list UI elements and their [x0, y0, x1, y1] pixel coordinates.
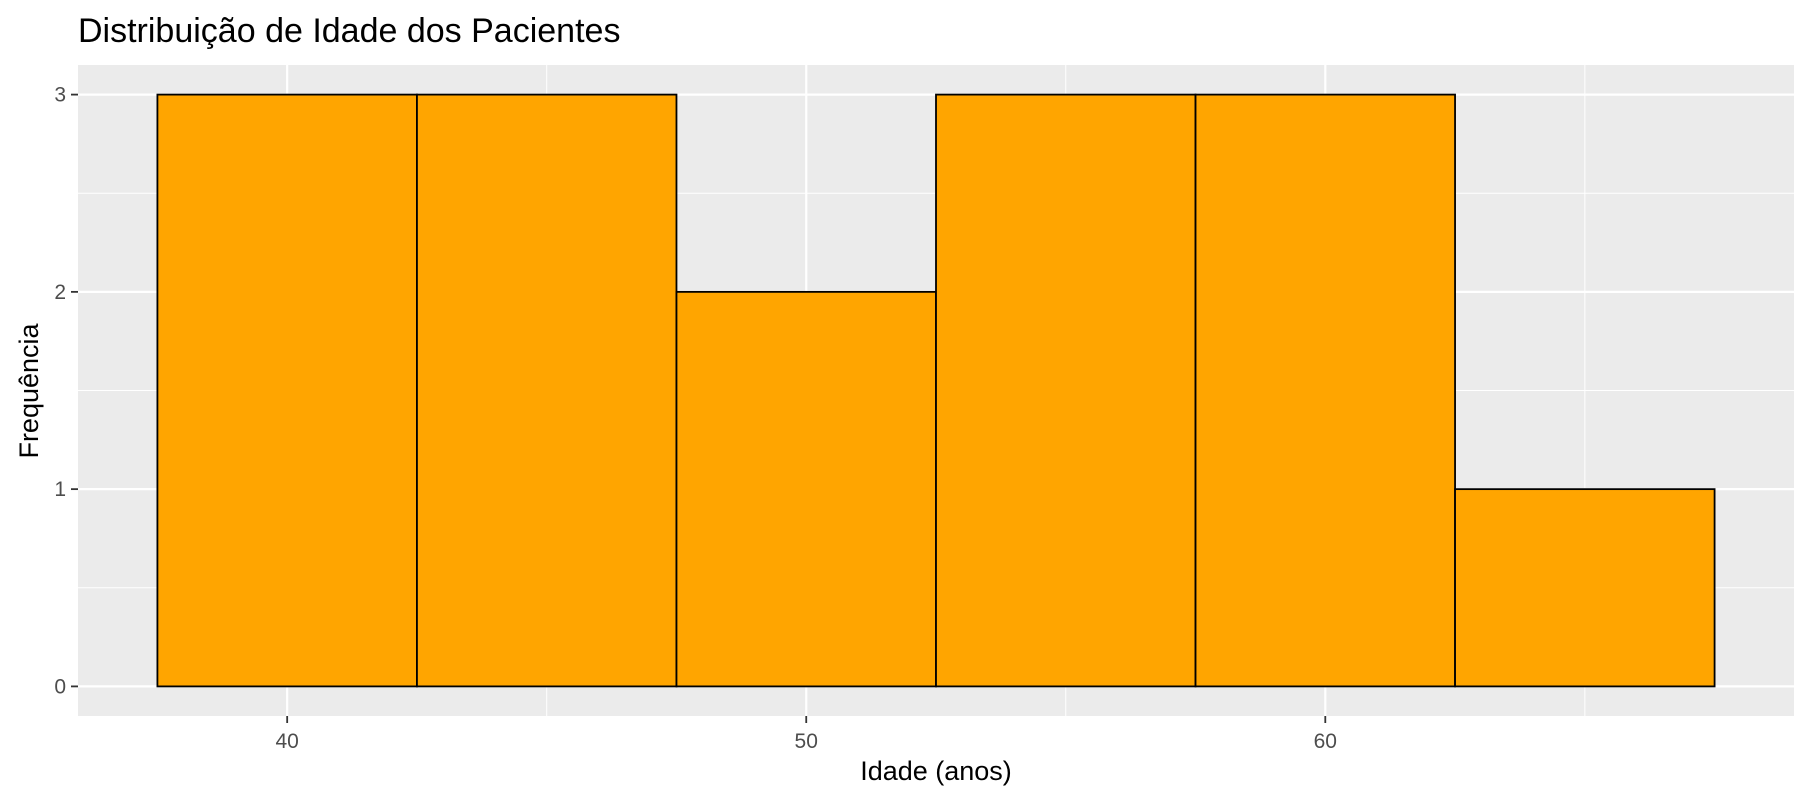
axes: 0 1 2 3 40 50 60 [54, 84, 1337, 753]
x-tick-label: 50 [795, 730, 818, 753]
histogram-bars [156, 93, 1716, 688]
x-tick-label: 60 [1314, 730, 1337, 753]
y-tick-label: 3 [54, 84, 66, 107]
y-tick-label: 1 [54, 478, 66, 501]
chart-title: Distribuição de Idade dos Pacientes [78, 12, 620, 50]
histogram-bar-6 [1454, 488, 1716, 688]
histogram-bar-5 [1194, 93, 1456, 688]
y-axis-title: Frequência [14, 322, 44, 458]
y-tick-label: 0 [54, 675, 66, 698]
histogram-bar-2 [416, 93, 678, 688]
x-axis-title: Idade (anos) [860, 756, 1012, 786]
histogram-bar-3 [675, 290, 937, 688]
histogram-bar-1 [156, 93, 418, 688]
histogram-bar-4 [935, 93, 1197, 688]
x-tick-label: 40 [276, 730, 299, 753]
y-tick-label: 2 [54, 281, 66, 304]
